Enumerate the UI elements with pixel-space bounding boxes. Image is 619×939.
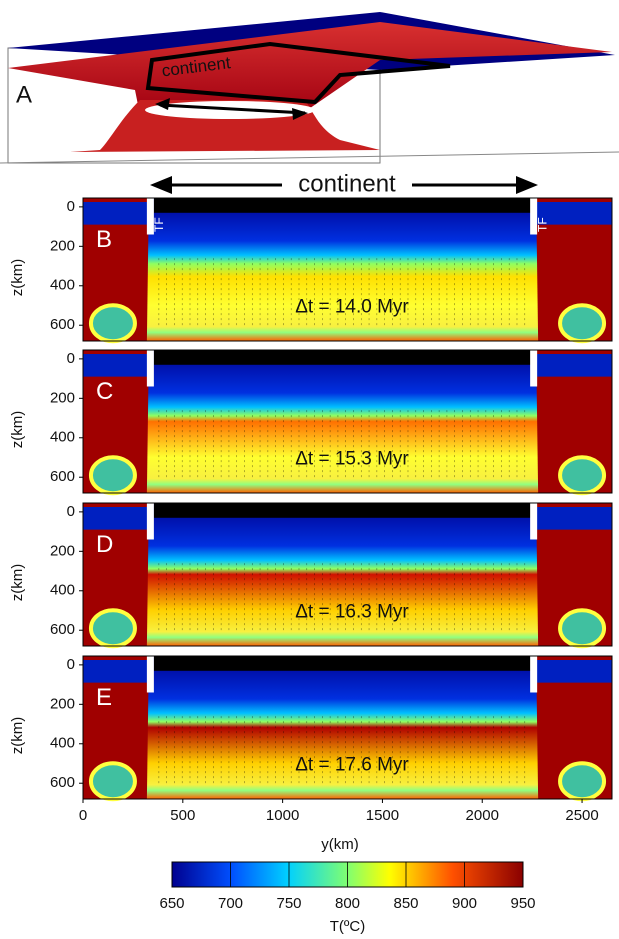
fault-label: TF bbox=[535, 217, 549, 232]
panel: C Δt = 15.3 Myr 0 200 400 600 z(km) bbox=[9, 349, 613, 496]
y-tick-label: 0 bbox=[67, 656, 75, 673]
transform-fault bbox=[146, 350, 154, 387]
plume bbox=[88, 608, 137, 649]
continent-crust bbox=[153, 656, 532, 671]
y-axis-label: z(km) bbox=[9, 717, 26, 755]
lithosphere bbox=[8, 22, 612, 115]
time-label: Δt = 15.3 Myr bbox=[295, 448, 409, 469]
arrow-head bbox=[150, 176, 172, 194]
panel-label: A bbox=[16, 81, 32, 108]
axes-frame bbox=[82, 502, 613, 647]
axes-frame bbox=[82, 349, 613, 494]
colorbar-tick-label: 850 bbox=[393, 895, 418, 912]
y-tick-label: 400 bbox=[50, 735, 75, 752]
arrow-head bbox=[292, 108, 308, 120]
label-bg bbox=[282, 172, 412, 198]
y-tick-label: 400 bbox=[50, 429, 75, 446]
transform-fault bbox=[530, 656, 538, 693]
continent-crust bbox=[153, 350, 532, 365]
y-tick-label: 200 bbox=[50, 695, 75, 712]
panels: B Δt = 14.0 Myr TF TF 0 200 400 600 z(km) C Δt = 1… bbox=[9, 197, 613, 824]
continent-crust bbox=[153, 198, 532, 213]
y-tick-label: 0 bbox=[67, 503, 75, 520]
transform-fault bbox=[530, 503, 538, 540]
time-label: Δt = 16.3 Myr bbox=[295, 601, 409, 622]
plume bbox=[88, 455, 137, 496]
y-tick-label: 0 bbox=[67, 350, 75, 367]
y-tick-label: 0 bbox=[67, 198, 75, 215]
continent-root bbox=[146, 350, 539, 493]
continent-outline bbox=[145, 41, 451, 105]
x-tick-label: 2500 bbox=[565, 807, 598, 824]
arrow-head bbox=[516, 176, 538, 194]
transform-fault bbox=[530, 350, 538, 387]
colorbar-tick-label: 650 bbox=[159, 895, 184, 912]
y-tick-label: 200 bbox=[50, 542, 75, 559]
axes-frame bbox=[82, 197, 613, 342]
y-tick-label: 600 bbox=[50, 316, 75, 333]
plume bbox=[88, 761, 137, 802]
time-label: Δt = 14.0 Myr bbox=[295, 296, 409, 317]
panel: E Δt = 17.6 Myr 0 200 400 600 z(km) 0 500 1000 150… bbox=[9, 655, 613, 824]
axes-frame bbox=[82, 655, 613, 800]
continent-root bbox=[146, 198, 539, 341]
y-tick-label: 200 bbox=[50, 237, 75, 254]
x-tick-label: 0 bbox=[79, 807, 87, 824]
y-tick-label: 400 bbox=[50, 277, 75, 294]
plume bbox=[558, 455, 607, 496]
panel: B Δt = 14.0 Myr TF TF 0 200 400 600 z(km) bbox=[9, 197, 613, 344]
plume bbox=[558, 303, 607, 344]
x-tick-label: 1500 bbox=[366, 807, 399, 824]
panel-a: A continent bbox=[0, 12, 619, 164]
colorbar-tick-label: 950 bbox=[510, 895, 535, 912]
panel-label: E bbox=[96, 684, 112, 711]
x-tick-label: 1000 bbox=[266, 807, 299, 824]
colorbar-label: T(ºC) bbox=[330, 918, 365, 935]
edge bbox=[0, 151, 619, 164]
panel: D Δt = 16.3 Myr 0 200 400 600 z(km) bbox=[9, 502, 613, 649]
y-tick-label: 600 bbox=[50, 621, 75, 638]
transform-fault bbox=[530, 198, 538, 235]
colorbar: 650 700 750 800 850 900 950 T(ºC) bbox=[159, 861, 536, 935]
colorbar-tick-label: 900 bbox=[452, 895, 477, 912]
arrow bbox=[159, 103, 306, 115]
panel-label: B bbox=[96, 226, 112, 253]
colorbar-tick-label: 800 bbox=[335, 895, 360, 912]
y-tick-label: 200 bbox=[50, 389, 75, 406]
plume bbox=[558, 761, 607, 802]
transform-fault bbox=[146, 503, 154, 540]
transform-fault bbox=[146, 198, 154, 235]
annotation: continent bbox=[298, 170, 396, 197]
fault-label: TF bbox=[152, 217, 166, 232]
arrow-head bbox=[155, 98, 170, 110]
y-tick-label: 400 bbox=[50, 582, 75, 599]
y-tick-label: 600 bbox=[50, 468, 75, 485]
x-tick-label: 2000 bbox=[466, 807, 499, 824]
transform-fault bbox=[146, 656, 154, 693]
x-tick-label: 500 bbox=[170, 807, 195, 824]
y-tick-label: 600 bbox=[50, 774, 75, 791]
plume bbox=[558, 608, 607, 649]
continent-crust bbox=[153, 503, 532, 518]
x-axis-label: y(km) bbox=[321, 836, 359, 853]
colorbar-tick-label: 750 bbox=[276, 895, 301, 912]
panel-label: C bbox=[96, 378, 113, 405]
y-axis-label: z(km) bbox=[9, 564, 26, 602]
colorbar-tick-label: 700 bbox=[218, 895, 243, 912]
plume bbox=[88, 303, 137, 344]
y-axis-label: z(km) bbox=[9, 259, 26, 297]
y-axis-label: z(km) bbox=[9, 411, 26, 449]
time-label: Δt = 17.6 Myr bbox=[295, 754, 409, 775]
continent-root bbox=[146, 656, 539, 799]
continent-root bbox=[146, 503, 539, 646]
panel-label: D bbox=[96, 531, 113, 558]
